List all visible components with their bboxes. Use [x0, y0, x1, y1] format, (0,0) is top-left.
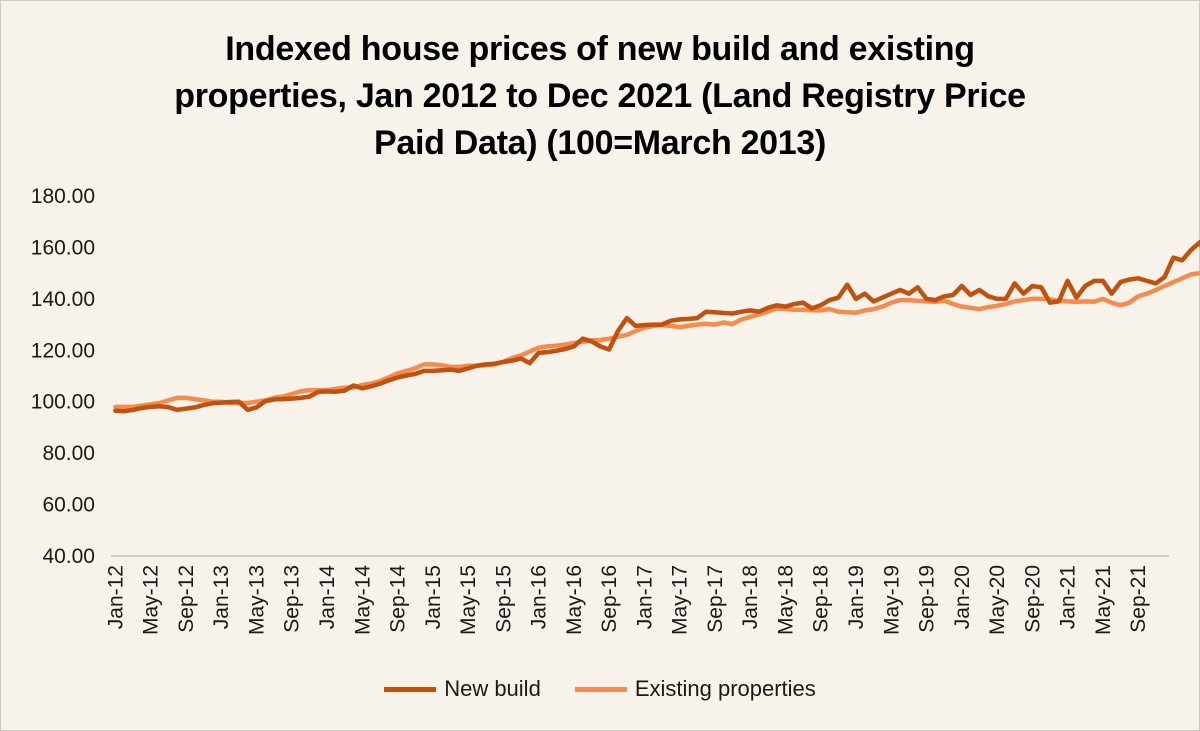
legend-swatch-existing-properties — [574, 686, 627, 692]
x-tick-label: May-14 — [351, 565, 374, 635]
y-axis: 40.00 60.00 80.00 100.00 120.00 140.00 160.00 1… — [31, 185, 95, 568]
x-tick-label: Jan-13 — [210, 565, 233, 629]
x-tick-label: Sep-18 — [810, 565, 833, 633]
x-tick-label: May-13 — [245, 565, 268, 635]
x-tick-label: Sep-21 — [1127, 565, 1150, 633]
x-tick-label: Jan-16 — [528, 565, 551, 629]
x-tick-label: May-21 — [1092, 565, 1115, 635]
legend-label-existing-properties: Existing properties — [634, 676, 816, 701]
x-tick-label: Jan-14 — [316, 565, 339, 630]
x-tick-label: May-12 — [140, 565, 163, 635]
chart-title: Indexed house prices of new build and ex… — [100, 26, 1100, 167]
x-tick-label: May-20 — [986, 565, 1009, 635]
x-tick-label: Sep-12 — [175, 565, 198, 633]
x-axis: Jan-12 May-12 Sep-12 Jan-13 May-13 Sep-13 Jan-… — [104, 555, 1169, 635]
legend: New build Existing properties — [0, 676, 1200, 702]
chart-title-line-2: properties, Jan 2012 to Dec 2021 (Land R… — [174, 77, 1026, 115]
series-line-new-build — [113, 240, 1200, 414]
chart-title-line-3: Paid Data) (100=March 2013) — [373, 124, 827, 162]
x-tick-label: Sep-15 — [492, 565, 515, 633]
y-tick-label: 120.00 — [31, 339, 95, 362]
x-tick-label: Sep-17 — [704, 565, 727, 633]
x-tick-label: Sep-13 — [281, 565, 304, 633]
x-tick-label: Jan-20 — [951, 565, 974, 629]
x-tick-label: May-18 — [774, 565, 797, 635]
legend-label-new-build: New build — [444, 676, 541, 701]
legend-item-new-build: New build — [384, 676, 541, 702]
x-tick-label: Sep-20 — [1021, 565, 1044, 633]
x-tick-label: Jan-18 — [739, 565, 762, 629]
x-tick-label: May-19 — [880, 565, 903, 635]
x-tick-label: Jan-19 — [845, 565, 868, 629]
x-tick-label: May-17 — [669, 565, 692, 635]
y-tick-label: 60.00 — [42, 494, 95, 517]
x-tick-label: Jan-21 — [1057, 565, 1080, 629]
y-tick-label: 140.00 — [31, 288, 95, 311]
x-tick-label: Sep-19 — [916, 565, 939, 633]
y-tick-label: 100.00 — [31, 391, 95, 414]
x-tick-label: May-15 — [457, 565, 480, 635]
y-tick-label: 80.00 — [42, 442, 95, 465]
y-tick-label: 160.00 — [31, 236, 95, 259]
x-tick-label: May-16 — [563, 565, 586, 635]
x-tick-label: Sep-16 — [598, 565, 621, 633]
legend-swatch-new-build — [384, 686, 437, 692]
x-tick-label: Jan-12 — [104, 565, 127, 629]
x-tick-label: Sep-14 — [387, 565, 410, 633]
x-tick-label: Jan-17 — [633, 565, 656, 629]
y-tick-label: 40.00 — [42, 545, 95, 568]
y-tick-label: 180.00 — [31, 185, 95, 208]
chart-title-line-1: Indexed house prices of new build and ex… — [225, 30, 975, 68]
x-tick-label: Jan-15 — [422, 565, 445, 629]
series-line-existing-properties — [113, 270, 1200, 410]
legend-item-existing-properties: Existing properties — [574, 676, 816, 702]
series-lines — [113, 240, 1200, 414]
